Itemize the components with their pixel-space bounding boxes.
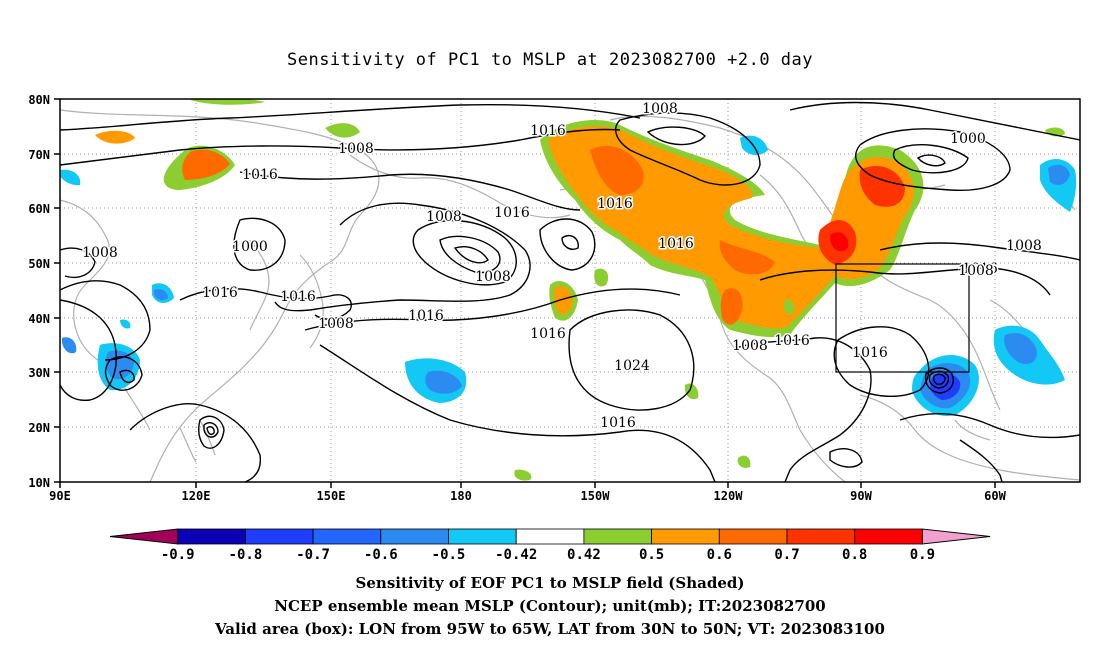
lon-label: 180 bbox=[450, 489, 472, 503]
contour-label: 1016 bbox=[408, 308, 444, 324]
contour-label: 1000 bbox=[232, 239, 268, 255]
colorbar-label: -0.42 bbox=[495, 547, 537, 563]
colorbar-swatch bbox=[583, 528, 653, 545]
colorbar-label: -0.8 bbox=[229, 547, 263, 563]
lon-label: 120E bbox=[182, 489, 211, 503]
colorbar-swatch bbox=[515, 528, 585, 545]
colorbar-label: -0.9 bbox=[161, 547, 195, 563]
contour-label: 1008 bbox=[958, 263, 994, 279]
contour-label: 1016 bbox=[962, 261, 998, 277]
chart-title: Sensitivity of PC1 to MSLP at 2023082700… bbox=[286, 50, 813, 70]
colorbar-label: -0.7 bbox=[296, 547, 330, 563]
contour-label: 1008 bbox=[82, 245, 118, 261]
caption-line-2: NCEP ensemble mean MSLP (Contour); unit(… bbox=[274, 597, 826, 615]
colorbar-label: 0.6 bbox=[707, 547, 732, 563]
colorbar-swatch bbox=[786, 528, 856, 545]
caption-line-1: Sensitivity of EOF PC1 to MSLP field (Sh… bbox=[355, 574, 745, 592]
contour-label: 1008 bbox=[1006, 238, 1042, 254]
colorbar-label: 0.5 bbox=[639, 547, 664, 563]
mslp-contours bbox=[60, 101, 1080, 482]
colorbar-label: 0.8 bbox=[842, 547, 867, 563]
lat-label: 20N bbox=[28, 421, 50, 435]
contour-label: 1000 bbox=[950, 131, 986, 147]
colorbar-label: 0.9 bbox=[910, 547, 935, 563]
contour-label: 1016 bbox=[597, 196, 633, 212]
lat-label: 40N bbox=[28, 312, 50, 326]
lon-label: 150W bbox=[581, 489, 611, 503]
lon-label: 90W bbox=[850, 489, 872, 503]
colorbar-upper-triangle bbox=[921, 528, 991, 545]
colorbar-swatch bbox=[651, 528, 720, 545]
lat-label: 10N bbox=[28, 476, 50, 490]
colorbar-swatch bbox=[312, 528, 382, 545]
colorbar-swatch bbox=[718, 528, 788, 545]
contour-label: 1016 bbox=[530, 326, 566, 342]
colorbar-label: 0.7 bbox=[774, 547, 799, 563]
contour-label: 1008 bbox=[318, 316, 354, 332]
colorbar-label: -0.5 bbox=[432, 547, 466, 563]
lat-label: 70N bbox=[28, 148, 50, 162]
valid-area-box bbox=[835, 263, 970, 373]
contour-label: 1008 bbox=[338, 141, 374, 157]
lat-label: 60N bbox=[28, 202, 50, 216]
contour-label: 1024 bbox=[614, 358, 650, 374]
contour-label: 1016 bbox=[242, 167, 278, 183]
contour-label: 1008 bbox=[642, 101, 678, 117]
contour-label: 1016 bbox=[202, 285, 238, 301]
contour-label: 1008 bbox=[732, 338, 768, 354]
colorbar-swatch bbox=[854, 528, 923, 545]
plot-frame bbox=[59, 98, 1081, 483]
colorbar-swatch bbox=[380, 528, 449, 545]
tick-marks bbox=[54, 98, 996, 488]
colorbar-swatch bbox=[448, 528, 517, 545]
lon-labels: 90E 120E 150E 180 150W 120W 90W 60W bbox=[49, 489, 1006, 503]
lon-label: 120W bbox=[714, 489, 744, 503]
colorbar-label: 0.42 bbox=[567, 547, 601, 563]
contour-label: 1016 bbox=[494, 205, 530, 221]
colorbar-label: -0.6 bbox=[364, 547, 398, 563]
caption-line-3: Valid area (box): LON from 95W to 65W, L… bbox=[215, 620, 885, 638]
lat-label: 30N bbox=[28, 366, 50, 380]
colorbar-swatch bbox=[244, 528, 314, 545]
shading-positive bbox=[95, 99, 1065, 481]
colorbar-swatch bbox=[177, 528, 246, 545]
lon-label: 60W bbox=[984, 489, 1006, 503]
contour-label: 1016 bbox=[774, 333, 810, 349]
lon-label: 90E bbox=[49, 489, 71, 503]
contour-label: 1016 bbox=[658, 236, 694, 252]
lat-label: 50N bbox=[28, 257, 50, 271]
colorbar-lower-triangle bbox=[109, 528, 179, 545]
contour-label: 1008 bbox=[475, 269, 511, 285]
contour-label: 1016 bbox=[280, 289, 316, 305]
lat-label: 80N bbox=[28, 93, 50, 107]
contour-label: 1016 bbox=[852, 345, 888, 361]
lat-labels: 80N 70N 60N 50N 40N 30N 20N 10N bbox=[28, 93, 50, 490]
lon-label: 150E bbox=[317, 489, 346, 503]
colorbar: -0.9 -0.8 -0.7 -0.6 -0.5 -0.42 0.42 0.5 0.6 0.7 0.… bbox=[109, 528, 991, 563]
contour-label: 1016 bbox=[600, 415, 636, 431]
contour-label: 1008 bbox=[426, 209, 462, 225]
contour-label: 1016 bbox=[530, 123, 566, 139]
